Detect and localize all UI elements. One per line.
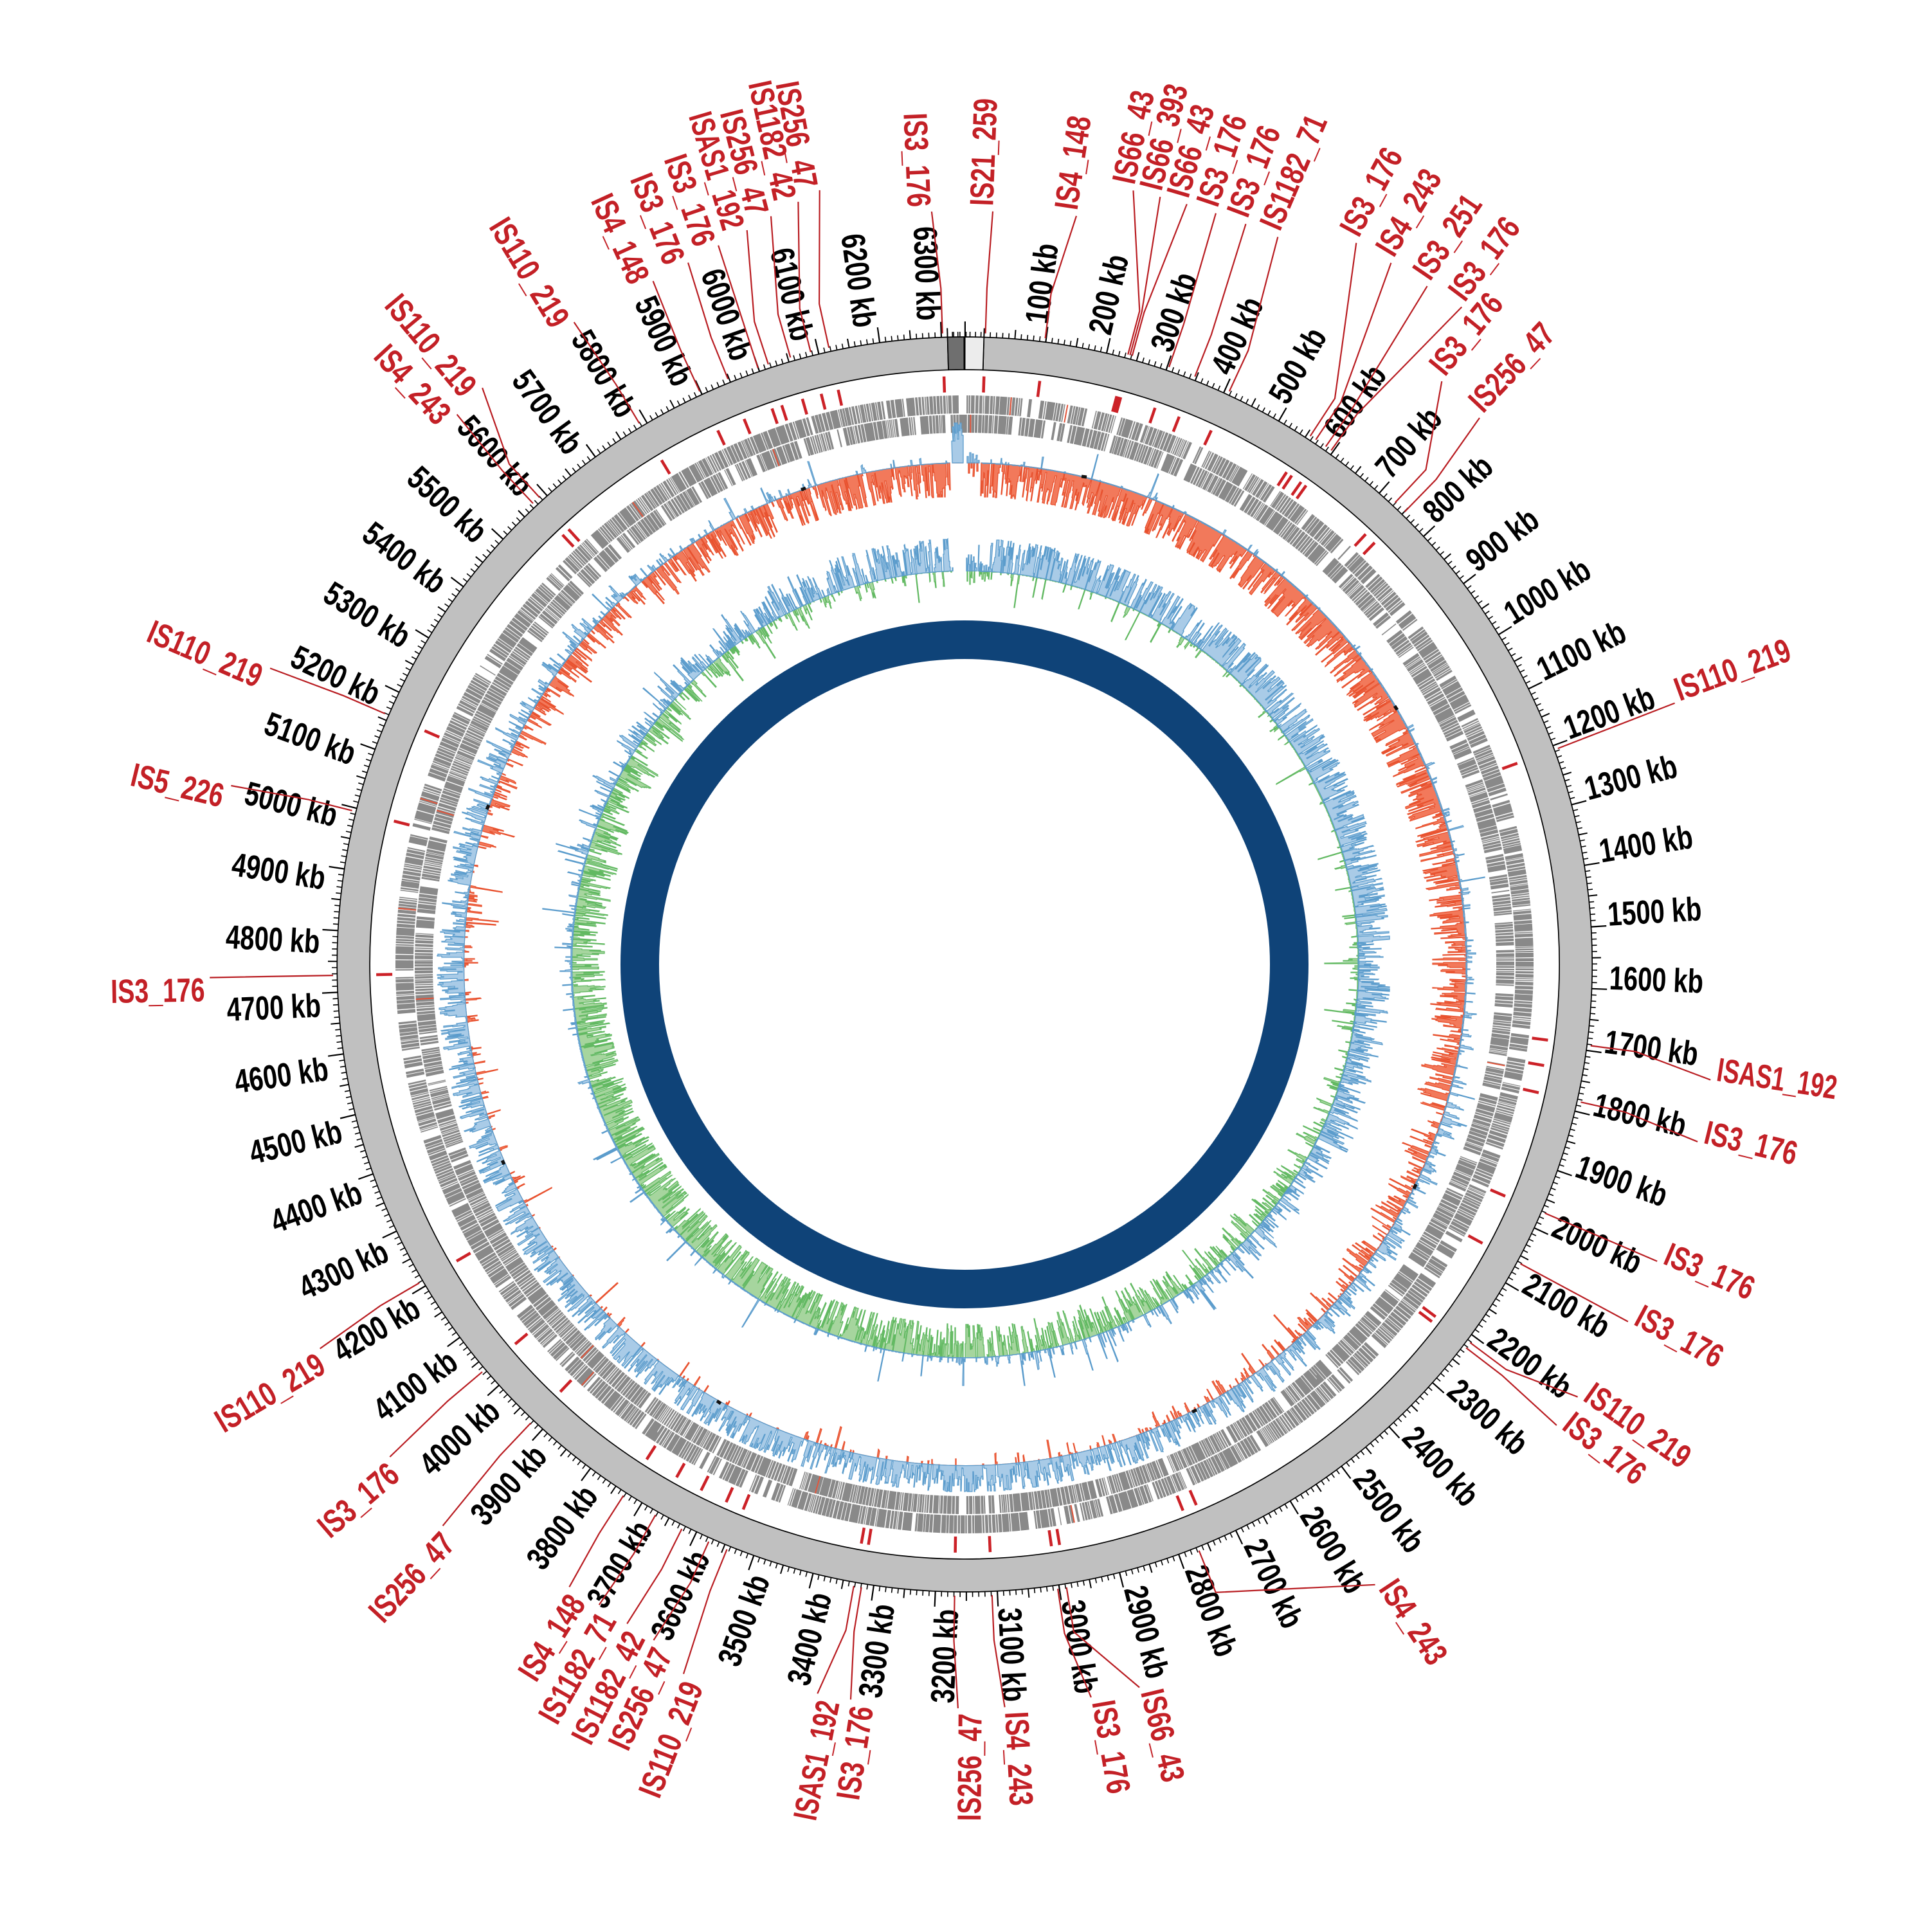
svg-text:6300 kb: 6300 kb xyxy=(906,226,946,321)
svg-text:IS4_243: IS4_243 xyxy=(997,1711,1040,1807)
svg-text:1500 kb: 1500 kb xyxy=(1606,890,1702,934)
svg-text:IS3_176: IS3_176 xyxy=(111,971,205,1011)
svg-text:IS256_47: IS256_47 xyxy=(951,1713,989,1821)
svg-text:3200 kb: 3200 kb xyxy=(924,1608,966,1704)
svg-text:4700 kb: 4700 kb xyxy=(226,988,322,1029)
svg-text:4800 kb: 4800 kb xyxy=(225,919,321,961)
svg-text:IS3_176: IS3_176 xyxy=(896,113,937,208)
svg-text:3100 kb: 3100 kb xyxy=(990,1607,1033,1702)
svg-text:1600 kb: 1600 kb xyxy=(1609,960,1704,1001)
svg-text:IS21_259: IS21_259 xyxy=(963,98,1004,206)
